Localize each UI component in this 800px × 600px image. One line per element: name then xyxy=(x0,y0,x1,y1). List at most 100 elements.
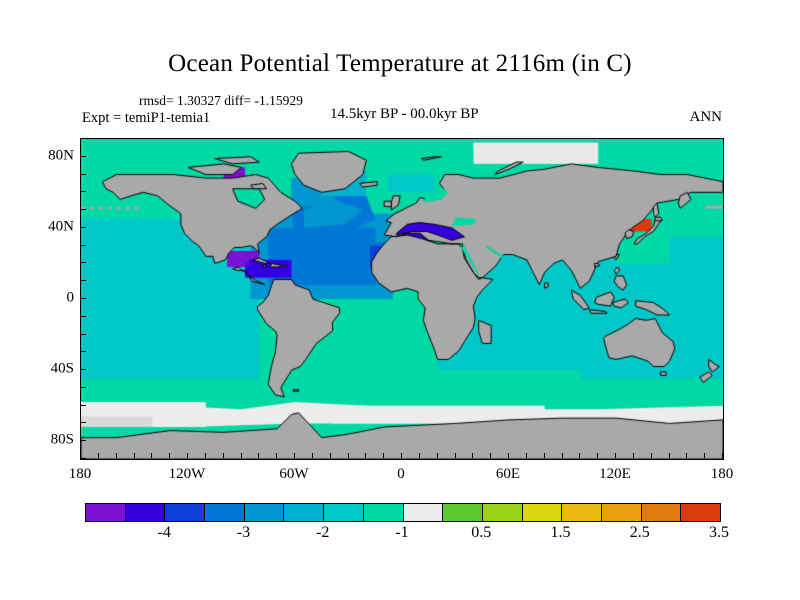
x-axis-tick xyxy=(579,453,581,458)
x-axis-tick xyxy=(169,453,171,458)
x-axis-label: 120W xyxy=(168,466,206,482)
colorbar-swatch xyxy=(165,504,206,521)
x-axis-tick xyxy=(525,453,527,458)
y-axis-tick xyxy=(81,280,86,282)
x-axis-tick xyxy=(686,453,688,458)
colorbar-swatch xyxy=(324,504,364,521)
y-axis-tick xyxy=(81,440,86,442)
colorbar-swatch xyxy=(205,504,245,521)
colorbar-tick-label: -2 xyxy=(316,524,330,541)
y-axis-tick xyxy=(81,351,86,353)
x-axis-tick xyxy=(187,453,188,458)
x-axis-tick xyxy=(151,453,153,458)
y-axis-label: 40N xyxy=(48,218,74,235)
colorbar-swatch xyxy=(403,504,444,521)
y-axis-tick xyxy=(81,138,86,139)
x-axis-tick xyxy=(632,453,634,458)
colorbar-tick-label: -1 xyxy=(395,524,409,541)
x-axis-tick xyxy=(508,453,509,458)
colorbar-swatch xyxy=(363,504,404,521)
time-period-label: 14.5kyr BP - 00.0kyr BP xyxy=(330,106,479,122)
colorbar-swatch xyxy=(522,504,563,521)
y-axis-tick xyxy=(81,298,86,299)
x-axis-tick xyxy=(276,453,278,458)
x-axis-tick xyxy=(454,453,456,458)
x-axis-tick xyxy=(222,453,224,458)
x-axis-tick xyxy=(597,453,599,458)
y-axis-tick xyxy=(81,422,86,424)
temperature-anomaly-heatmap xyxy=(81,139,723,459)
x-axis-label: 60W xyxy=(279,466,309,482)
y-axis-label: 80S xyxy=(50,431,74,448)
y-axis-tick xyxy=(81,209,86,211)
x-axis-tick xyxy=(115,453,117,458)
x-axis-label: 0 xyxy=(397,466,405,482)
x-axis-tick xyxy=(133,453,135,458)
x-axis-label: 180 xyxy=(68,466,92,482)
colorbar-tick-label: -3 xyxy=(236,524,251,541)
x-axis-tick xyxy=(490,453,492,458)
x-axis-tick xyxy=(472,453,474,458)
x-axis-tick xyxy=(615,453,616,458)
x-axis-label: 120E xyxy=(599,466,631,482)
x-axis-tick xyxy=(258,453,260,458)
colorbar-swatch xyxy=(601,504,642,521)
x-axis-tick xyxy=(418,453,420,458)
y-axis-tick xyxy=(81,226,86,228)
y-axis-tick xyxy=(81,386,86,388)
y-axis-tick xyxy=(81,458,86,459)
x-axis-tick xyxy=(240,453,242,458)
colorbar-swatch xyxy=(244,504,285,521)
colorbar-swatch xyxy=(482,504,523,521)
page-title: Ocean Potential Temperature at 2116m (in… xyxy=(168,50,632,77)
colorbar-swatch xyxy=(681,504,720,521)
x-axis-tick xyxy=(561,453,563,458)
season-label: ANN xyxy=(689,109,723,125)
x-axis-tick xyxy=(543,453,545,458)
colorbar xyxy=(85,503,721,522)
x-axis-tick xyxy=(383,453,385,458)
x-axis-tick xyxy=(80,453,81,458)
colorbar-tick-label: 1.5 xyxy=(550,524,571,541)
x-axis-tick xyxy=(311,453,313,458)
y-axis-tick xyxy=(81,404,86,406)
x-axis-tick xyxy=(329,453,331,458)
x-axis-tick xyxy=(436,453,438,458)
x-axis-tick xyxy=(401,453,402,458)
x-axis-tick xyxy=(650,453,652,458)
experiment-label: Expt = temiP1-temia1 xyxy=(82,110,211,126)
y-axis-tick xyxy=(81,333,86,335)
y-axis-tick xyxy=(81,191,86,193)
y-axis-tick xyxy=(81,155,86,157)
x-axis-tick xyxy=(365,453,367,458)
y-axis-tick xyxy=(81,369,86,371)
x-axis-label: 60E xyxy=(495,466,521,482)
colorbar-tick-label: 3.5 xyxy=(709,524,729,541)
colorbar-swatch xyxy=(86,504,126,521)
colorbar-tick-label: 0.5 xyxy=(471,524,492,541)
y-axis-tick xyxy=(81,315,86,317)
colorbar-swatch xyxy=(284,504,325,521)
colorbar-swatch xyxy=(125,504,166,521)
map-plot-area xyxy=(80,138,724,460)
x-axis-tick xyxy=(347,453,349,458)
colorbar-swatch xyxy=(562,504,602,521)
y-axis-label: 0 xyxy=(66,289,75,306)
x-axis-tick xyxy=(204,453,206,458)
x-axis-tick xyxy=(97,453,99,458)
x-axis-tick xyxy=(294,453,295,458)
y-axis-label: 40S xyxy=(50,360,74,377)
colorbar-tick-label: -4 xyxy=(157,524,171,541)
y-axis-label: 80N xyxy=(48,147,74,164)
colorbar-swatch xyxy=(641,504,682,521)
x-axis-tick xyxy=(722,453,723,458)
rmsd-statistics-label: rmsd= 1.30327 diff= -1.15929 xyxy=(139,93,303,108)
colorbar-swatch xyxy=(443,504,483,521)
x-axis-tick xyxy=(704,453,706,458)
colorbar-tick-label: 2.5 xyxy=(629,524,650,541)
x-axis-label: 180 xyxy=(710,466,734,482)
x-axis-tick xyxy=(668,453,670,458)
y-axis-tick xyxy=(81,244,86,246)
y-axis-tick xyxy=(81,173,86,175)
y-axis-tick xyxy=(81,262,86,264)
